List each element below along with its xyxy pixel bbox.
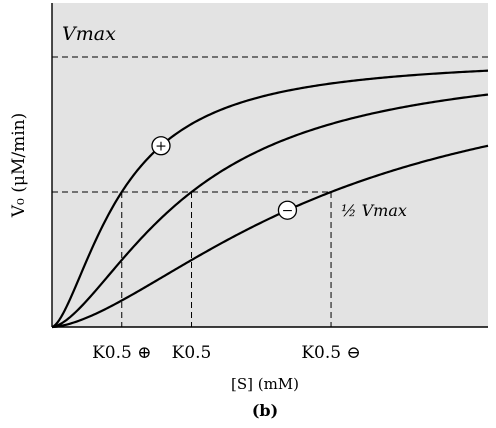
axes <box>51 3 488 328</box>
x-axis-label: [S] (mM) <box>231 375 299 393</box>
x-tick-labels: K0.5 ⊕ K0.5 K0.5 ⊖ <box>92 343 361 363</box>
x-tick-label-3: K0.5 ⊖ <box>301 343 360 363</box>
curve-markers: +− <box>151 136 298 220</box>
curve-2 <box>51 93 489 329</box>
curve-3-marker-circle <box>277 200 298 220</box>
x-tick-label-1: K0.5 ⊕ <box>92 343 151 363</box>
plot-panel <box>52 3 488 327</box>
y-axis-label: V₀ (μM/min) <box>9 113 29 218</box>
curve-1-marker-circle <box>151 136 171 156</box>
panel-label: (b) <box>252 401 278 420</box>
curves <box>51 69 489 329</box>
curve-3 <box>51 144 489 329</box>
curve-3-marker-sign: − <box>282 203 294 219</box>
half-vmax-label: ½ Vmax <box>341 201 407 220</box>
x-tick-label-2: K0.5 <box>172 343 212 363</box>
curve-1-marker-sign: + <box>155 139 167 155</box>
curve-1 <box>51 69 489 329</box>
reference-lines <box>52 56 488 327</box>
vmax-label: Vmax <box>62 23 116 45</box>
